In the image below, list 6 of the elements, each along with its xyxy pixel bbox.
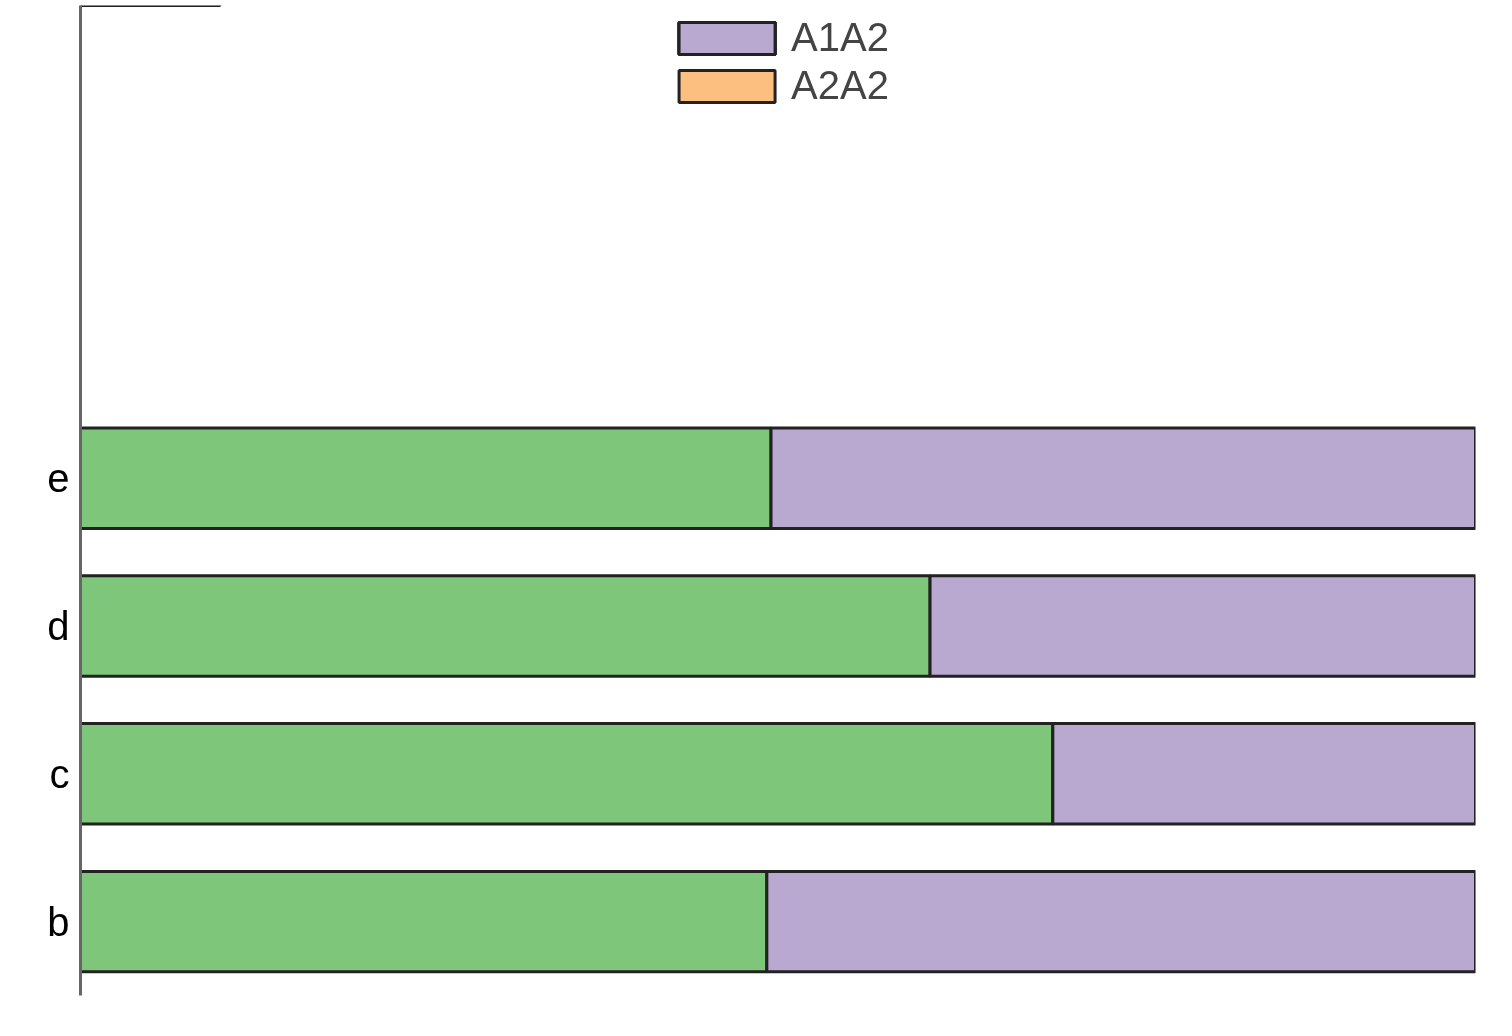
y-tick-label: c [49,751,70,796]
y-tick-label: e [47,456,70,501]
legend-label: A1A2 [791,15,889,60]
y-tick-label: d [47,604,70,649]
y-tick-label: b [47,899,70,944]
legend-label: A2A2 [791,63,889,108]
